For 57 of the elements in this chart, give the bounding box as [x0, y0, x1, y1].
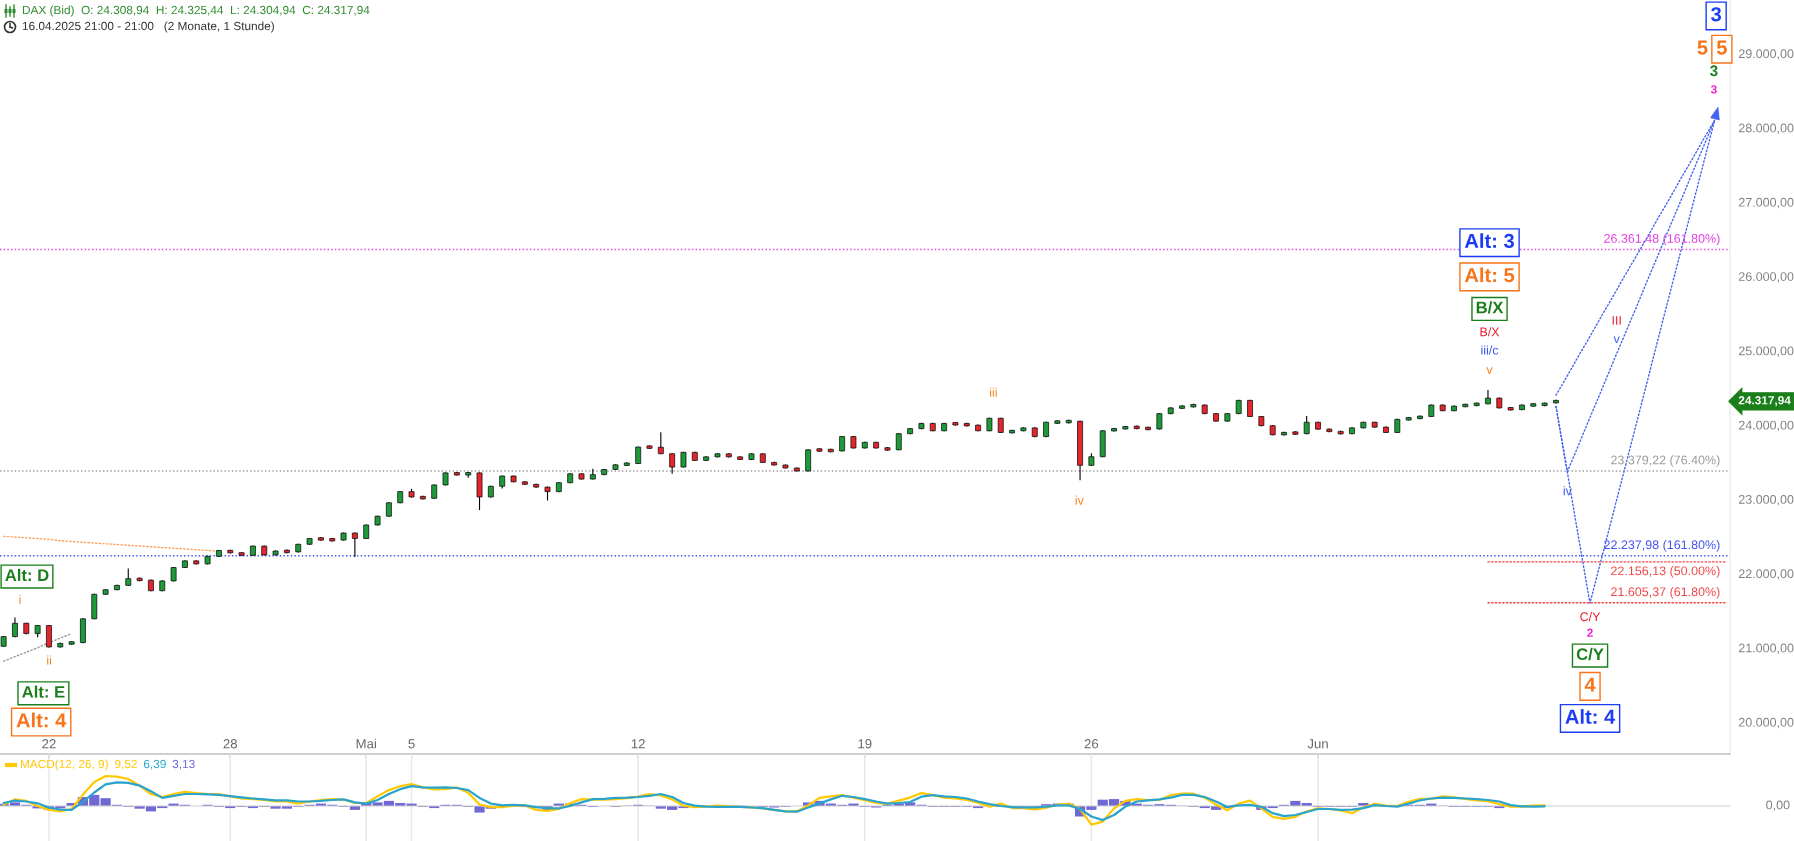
text: 0,00	[1766, 800, 1790, 811]
annotation: ii	[47, 655, 52, 665]
series-label: 6,39	[143, 759, 166, 770]
chart-title: DAX (Bid) O: 24.308,94 H: 24.325,44 L: 24.304,94 C: 24.317,94	[22, 5, 370, 17]
y-tick-label: 25.000,00	[1738, 346, 1794, 357]
x-tick-label: 5	[408, 739, 415, 749]
annotation: Alt: E	[22, 685, 65, 698]
annotation: 3	[1711, 7, 1722, 22]
x-tick-label: 26	[1084, 739, 1099, 749]
x-tick-label: 12	[631, 739, 645, 749]
x-tick-label: 19	[858, 739, 872, 749]
x-tick-label: 22	[42, 739, 56, 749]
x-tick-label: 28	[223, 739, 238, 749]
series-label: 9,52	[115, 759, 137, 770]
annotation: Alt: D	[5, 568, 49, 582]
ref-line-label: 26.361,48 (161.80%)	[1604, 233, 1720, 246]
y-tick-label: 23.000,00	[1738, 495, 1794, 506]
text: 16.04.2025 21:00 - 21:00 (2 Monate, 1 Stunde)	[22, 21, 274, 33]
annotation: C/Y	[1576, 647, 1604, 661]
annotation: 4	[1584, 677, 1596, 692]
x-tick-label: Jun	[1307, 739, 1328, 749]
annotation: III	[1612, 316, 1621, 325]
series-label: 22.156,13 (50.00%)	[1611, 566, 1720, 578]
annotation: v	[1486, 367, 1493, 374]
annotation: Alt: 4	[1565, 709, 1616, 724]
annotation: B/X	[1476, 301, 1504, 314]
annotation: iv	[1563, 486, 1572, 496]
y-tick-label: 20.000,00	[1738, 717, 1794, 729]
y-tick-label: 21.000,00	[1738, 643, 1794, 654]
series-label: 21.605,37 (61.80%)	[1611, 586, 1720, 599]
annotation: Alt: 4	[16, 712, 67, 728]
annotation: iii	[990, 387, 997, 397]
annotation: Alt: 5	[1464, 267, 1515, 283]
annotation: 5	[1716, 40, 1727, 55]
text: 3,13	[172, 759, 195, 770]
annotation: Alt: 3	[1464, 233, 1514, 249]
annotation: i	[19, 594, 21, 604]
y-tick-label: 29.000,00	[1738, 49, 1794, 60]
annotation: 3	[1710, 85, 1717, 94]
annotation: 3	[1710, 65, 1718, 77]
y-tick-label: 22.000,00	[1738, 569, 1794, 580]
annotation: v	[1613, 336, 1620, 344]
y-tick-label: 26.000,00	[1738, 272, 1794, 283]
ref-line-label: 22.237,98 (161.80%)	[1604, 539, 1720, 552]
text: 24.317,94	[1738, 396, 1791, 407]
annotation: 2	[1587, 628, 1593, 637]
chart-title: MACD(12, 26, 9)	[20, 759, 108, 771]
y-tick-label: 28.000,00	[1738, 123, 1794, 134]
annotation: 5	[1697, 40, 1708, 55]
annotation: C/Y	[1580, 612, 1601, 622]
y-tick-label: 27.000,00	[1738, 197, 1794, 209]
ref-line-label: 23.379,22 (76.40%)	[1611, 455, 1720, 467]
annotation: iv	[1075, 495, 1084, 505]
y-tick-label: 24.000,00	[1738, 420, 1794, 432]
x-tick-label: Mai	[356, 738, 376, 749]
annotation: iii/c	[1481, 345, 1499, 355]
annotation: B/X	[1480, 327, 1500, 337]
